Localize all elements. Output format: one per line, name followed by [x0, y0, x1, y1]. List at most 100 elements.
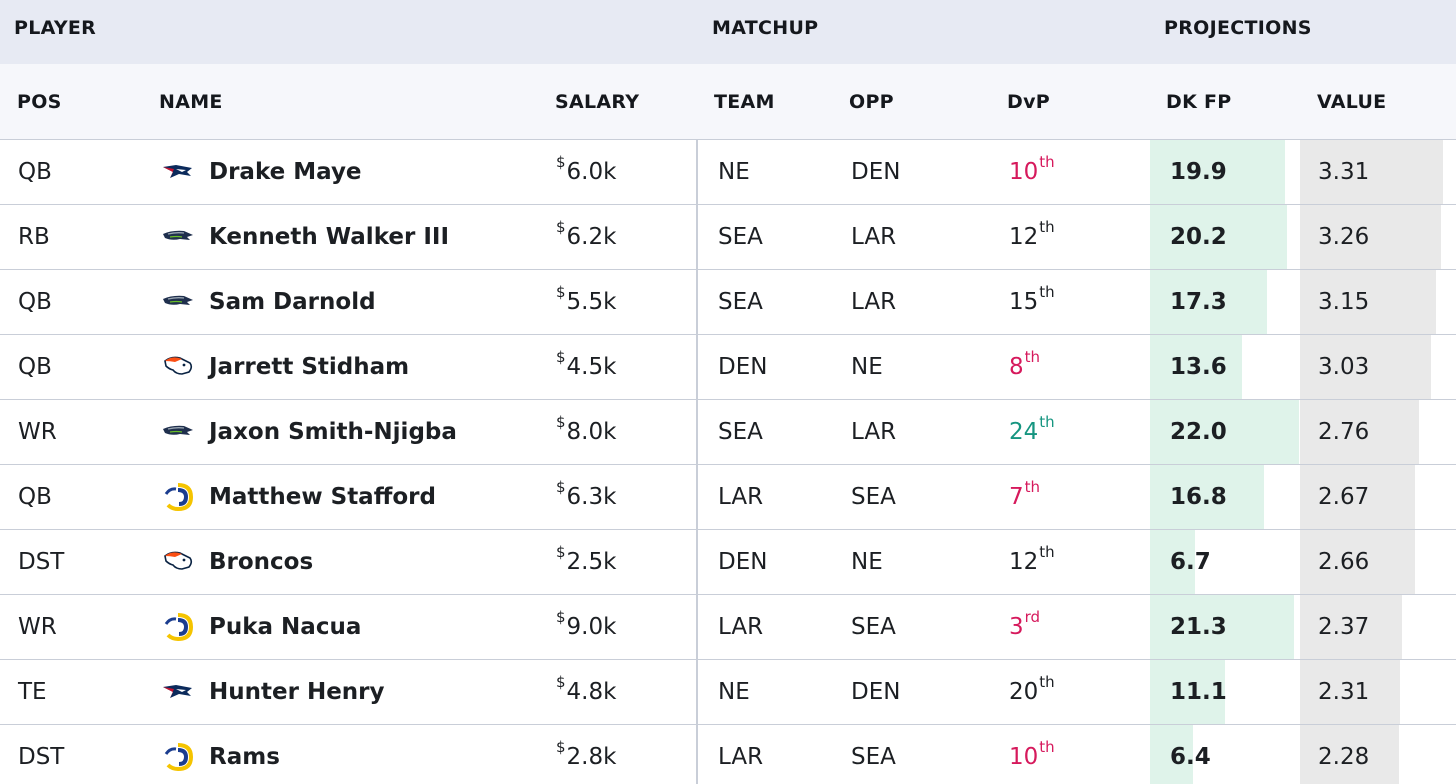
dkfp-value: 17.3	[1170, 289, 1227, 315]
dvp-suffix: th	[1024, 348, 1041, 366]
dvp-suffix: th	[1039, 153, 1055, 171]
salary-value: 6.2k	[566, 224, 617, 250]
dkfp-value: 6.7	[1170, 549, 1211, 575]
dkfp-bar	[1150, 530, 1195, 594]
player-name[interactable]: Jaxon Smith-Njigba	[209, 419, 457, 445]
currency-symbol: $	[556, 673, 566, 691]
dkfp-bar	[1150, 400, 1299, 464]
pos-cell: WR	[18, 419, 57, 445]
salary-value: 2.5k	[566, 549, 617, 575]
salary-value: 2.8k	[566, 744, 617, 770]
dvp-rank: 10	[1009, 159, 1039, 185]
opp-cell: DEN	[851, 159, 901, 185]
currency-symbol: $	[556, 153, 566, 171]
value-bar	[1300, 530, 1415, 594]
player-name[interactable]: Matthew Stafford	[209, 484, 436, 510]
player-name[interactable]: Drake Maye	[209, 159, 362, 185]
column-header-dvp[interactable]: DvP	[1007, 91, 1050, 113]
dvp-suffix: th	[1039, 413, 1055, 431]
salary-cell: $2.8k	[556, 725, 616, 784]
salary-cell: $9.0k	[556, 595, 616, 659]
dvp-rank: 7	[1009, 484, 1024, 510]
value-bar	[1300, 660, 1400, 724]
value-bar	[1300, 335, 1431, 399]
salary-cell: $6.2k	[556, 205, 616, 269]
group-header-player[interactable]: PLAYER	[14, 17, 97, 39]
dkfp-value: 22.0	[1170, 419, 1227, 445]
player-name[interactable]: Sam Darnold	[209, 289, 376, 315]
team-cell: LAR	[718, 484, 764, 510]
column-header-team[interactable]: TEAM	[714, 91, 775, 113]
player-name[interactable]: Puka Nacua	[209, 614, 362, 640]
value-score: 2.31	[1318, 679, 1370, 705]
dkfp-bar	[1150, 140, 1285, 204]
player-name[interactable]: Kenneth Walker III	[209, 224, 449, 250]
player-name[interactable]: Broncos	[209, 549, 314, 575]
column-header-opp[interactable]: OPP	[849, 91, 894, 113]
value-score: 2.37	[1318, 614, 1370, 640]
opp-cell: SEA	[851, 484, 896, 510]
currency-symbol: $	[556, 738, 566, 756]
column-header-salary[interactable]: SALARY	[555, 91, 640, 113]
column-header-value[interactable]: VALUE	[1317, 91, 1387, 113]
player-name[interactable]: Rams	[209, 744, 280, 770]
dkfp-value: 13.6	[1170, 354, 1227, 380]
pos-cell: DST	[18, 549, 65, 575]
dvp-suffix: th	[1039, 218, 1055, 236]
dkfp-value: 16.8	[1170, 484, 1227, 510]
pos-cell: DST	[18, 744, 65, 770]
group-header-matchup[interactable]: MATCHUP	[712, 17, 819, 39]
team-cell: NE	[718, 679, 750, 705]
value-score: 3.15	[1318, 289, 1370, 315]
column-header-dkfp[interactable]: DK FP	[1166, 91, 1232, 113]
currency-symbol: $	[556, 478, 566, 496]
dkfp-value: 6.4	[1170, 744, 1211, 770]
broncos-logo-icon	[162, 352, 194, 382]
column-header-name[interactable]: NAME	[159, 91, 223, 113]
opp-cell: LAR	[851, 289, 897, 315]
broncos-logo-icon	[162, 547, 194, 577]
currency-symbol: $	[556, 348, 566, 366]
salary-cell: $2.5k	[556, 530, 616, 594]
column-header-pos[interactable]: POS	[17, 91, 62, 113]
group-header-projections[interactable]: PROJECTIONS	[1164, 17, 1312, 39]
opp-cell: LAR	[851, 224, 897, 250]
patriots-logo-icon	[162, 677, 194, 707]
dvp-rank: 24	[1009, 419, 1039, 445]
dkfp-value: 19.9	[1170, 159, 1227, 185]
team-cell: SEA	[718, 419, 763, 445]
value-score: 2.67	[1318, 484, 1370, 510]
pos-cell: QB	[18, 159, 52, 185]
value-score: 3.03	[1318, 354, 1370, 380]
value-bar	[1300, 205, 1441, 269]
dvp-suffix: rd	[1024, 608, 1041, 626]
player-name[interactable]: Hunter Henry	[209, 679, 385, 705]
player-name[interactable]: Jarrett Stidham	[209, 354, 410, 380]
dvp-rank: 12	[1009, 224, 1039, 250]
dkfp-bar	[1150, 595, 1294, 659]
dkfp-bar	[1150, 465, 1264, 529]
salary-value: 8.0k	[566, 419, 617, 445]
team-cell: SEA	[718, 224, 763, 250]
dvp-rank: 3	[1009, 614, 1024, 640]
value-score: 2.76	[1318, 419, 1370, 445]
salary-value: 6.3k	[566, 484, 617, 510]
dvp-rank: 8	[1009, 354, 1024, 380]
salary-value: 5.5k	[566, 289, 617, 315]
salary-cell: $6.3k	[556, 465, 616, 529]
pos-cell: WR	[18, 614, 57, 640]
